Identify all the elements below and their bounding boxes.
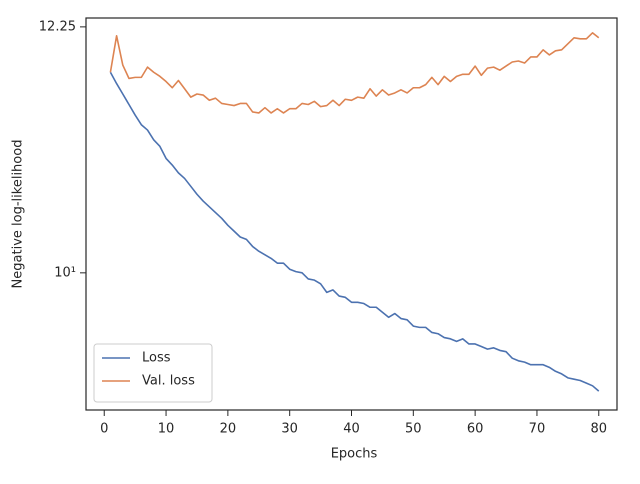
y-tick-label: 12.25 — [39, 19, 76, 34]
x-tick-label: 20 — [220, 422, 237, 437]
series-line — [109, 71, 600, 392]
series-line — [109, 32, 600, 114]
legend-label: Loss — [142, 351, 171, 366]
x-tick-label: 40 — [343, 422, 360, 437]
x-tick-label: 10 — [158, 422, 175, 437]
y-tick-label: 10¹ — [54, 265, 76, 280]
x-tick-label: 0 — [100, 422, 108, 437]
plot-frame — [85, 17, 618, 411]
y-axis-label: Negative log-likelihood — [11, 140, 26, 289]
x-tick-label: 30 — [281, 422, 298, 437]
x-tick-label: 60 — [467, 422, 484, 437]
x-tick-label: 80 — [590, 422, 607, 437]
x-tick-label: 50 — [405, 422, 422, 437]
x-tick-label: 70 — [529, 422, 546, 437]
x-axis-label: Epochs — [331, 447, 378, 462]
legend-label: Val. loss — [142, 374, 195, 389]
